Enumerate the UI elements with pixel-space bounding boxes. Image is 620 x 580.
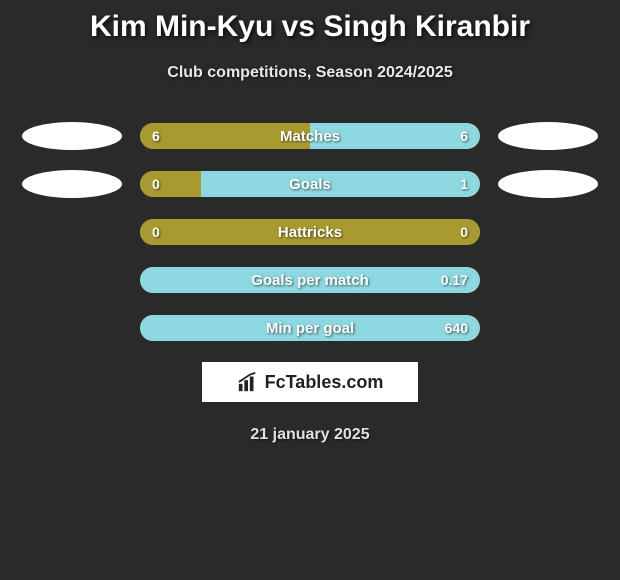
bar-segment-right [201, 171, 480, 197]
stats-list: 6 Matches 6 0 Goals 1 0 Hattricks 0 Goals per mat… [0, 122, 620, 342]
page-subtitle: Club competitions, Season 2024/2025 [0, 64, 620, 82]
page-title: Kim Min-Kyu vs Singh Kiranbir [0, 10, 620, 44]
stat-bar: 0 Goals 1 [140, 171, 480, 197]
stat-value-right: 6 [460, 128, 468, 144]
footer-date: 21 january 2025 [0, 426, 620, 444]
stat-row: 0 Goals 1 [0, 170, 620, 198]
brand-text: FcTables.com [265, 372, 384, 393]
stat-row: Min per goal 640 [0, 314, 620, 342]
stat-row: Goals per match 0.17 [0, 266, 620, 294]
bar-segment-left [140, 171, 201, 197]
stat-label: Hattricks [278, 224, 342, 241]
stat-value-right: 0.17 [441, 272, 468, 288]
team-badge-right [498, 170, 598, 198]
stat-bar: 0 Hattricks 0 [140, 219, 480, 245]
brand-logo[interactable]: FcTables.com [202, 362, 418, 402]
stat-label: Goals per match [251, 272, 369, 289]
stat-label: Min per goal [266, 320, 354, 337]
stat-label: Matches [280, 128, 340, 145]
stat-value-left: 0 [152, 176, 160, 192]
stat-label: Goals [289, 176, 331, 193]
stat-row: 0 Hattricks 0 [0, 218, 620, 246]
team-badge-left [22, 122, 122, 150]
team-badge-left [22, 170, 122, 198]
stat-row: 6 Matches 6 [0, 122, 620, 150]
stat-value-right: 1 [460, 176, 468, 192]
stat-bar: 6 Matches 6 [140, 123, 480, 149]
stat-value-left: 0 [152, 224, 160, 240]
stat-bar: Min per goal 640 [140, 315, 480, 341]
stat-value-left: 6 [152, 128, 160, 144]
comparison-container: Kim Min-Kyu vs Singh Kiranbir Club compe… [0, 0, 620, 454]
chart-icon [237, 371, 259, 393]
stat-value-right: 0 [460, 224, 468, 240]
stat-bar: Goals per match 0.17 [140, 267, 480, 293]
team-badge-right [498, 122, 598, 150]
stat-value-right: 640 [445, 320, 468, 336]
